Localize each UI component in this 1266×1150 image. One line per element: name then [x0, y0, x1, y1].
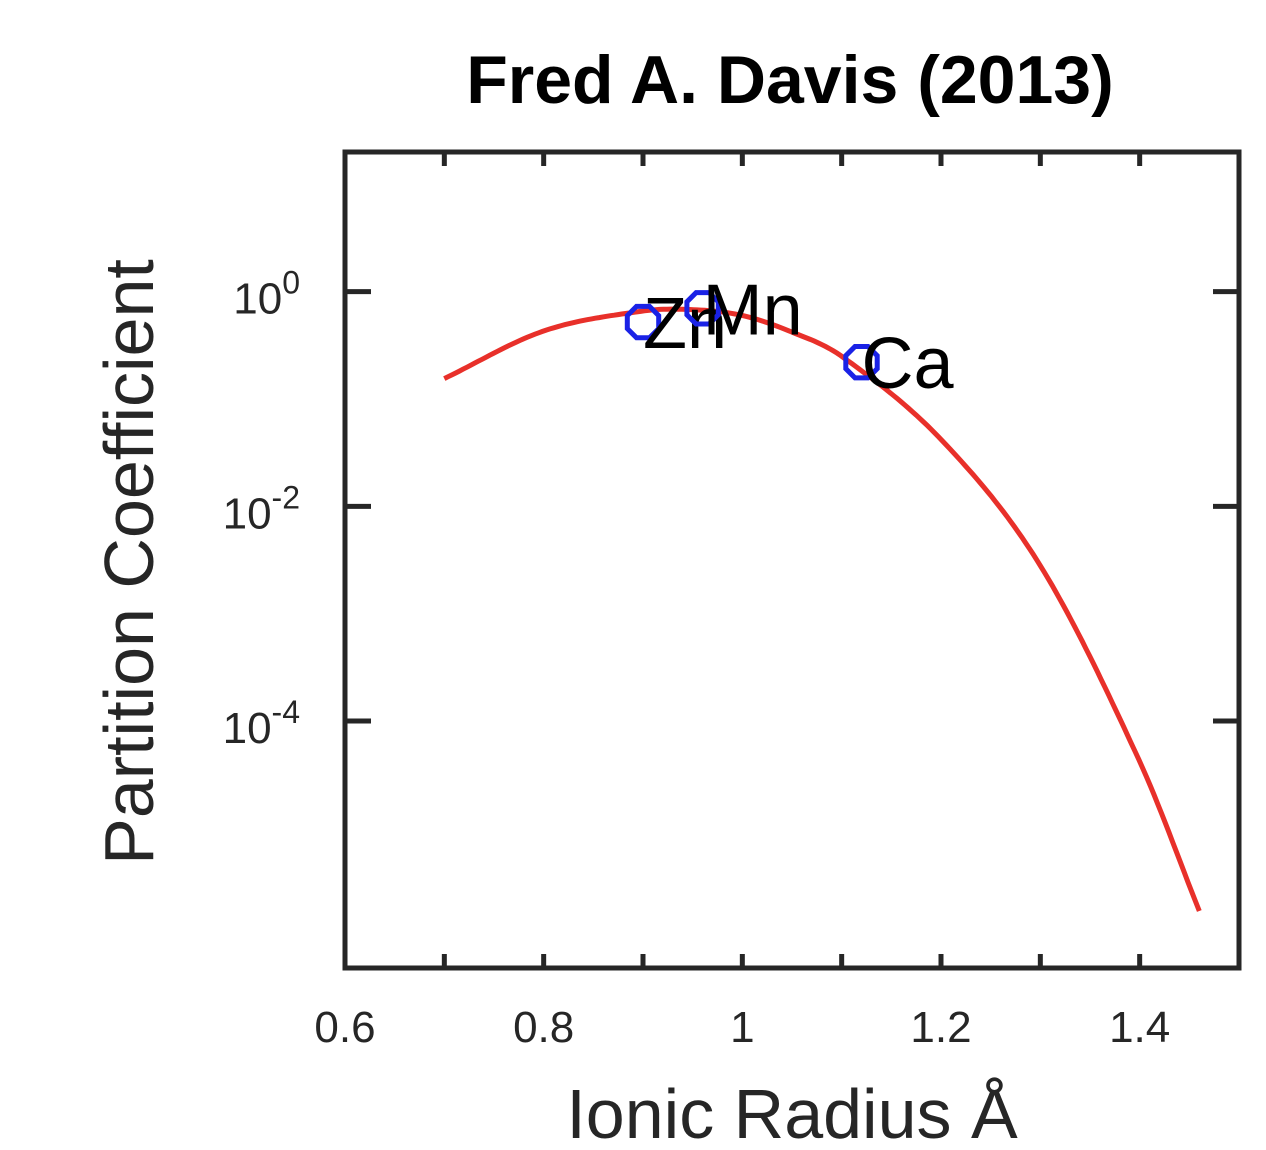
y-tick-label: 100: [233, 265, 300, 324]
y-tick-exponent: -4: [272, 694, 300, 730]
y-tick-base: 10: [223, 489, 272, 538]
x-tick-label: 0.8: [513, 1003, 574, 1052]
plot-frame: [342, 149, 1242, 971]
point-label-ca: Ca: [862, 324, 955, 404]
point-label-mn: Mn: [703, 270, 803, 350]
y-tick-exponent: -2: [272, 479, 300, 515]
y-tick-base: 10: [223, 704, 272, 753]
x-axis-label: Ionic Radius Å: [566, 1075, 1018, 1150]
fit-curve-line: [443, 306, 1202, 912]
y-tick-base: 10: [233, 275, 282, 324]
point-marker-ca: [843, 344, 880, 381]
point-marker-mn: [684, 290, 721, 327]
y-tick-label: 10-4: [223, 694, 300, 753]
y-tick-label: 10-2: [223, 479, 300, 538]
chart-title: Fred A. Davis (2013): [466, 42, 1114, 118]
x-tick-label: 1.2: [910, 1003, 971, 1052]
x-tick-label: 1: [730, 1003, 754, 1052]
x-tick-label: 1.4: [1109, 1003, 1170, 1052]
point-marker-zn: [624, 303, 662, 341]
y-axis-label: Partition Coefficient: [90, 259, 168, 865]
x-tick-label: 0.6: [314, 1003, 375, 1052]
y-tick-exponent: 0: [282, 265, 300, 301]
